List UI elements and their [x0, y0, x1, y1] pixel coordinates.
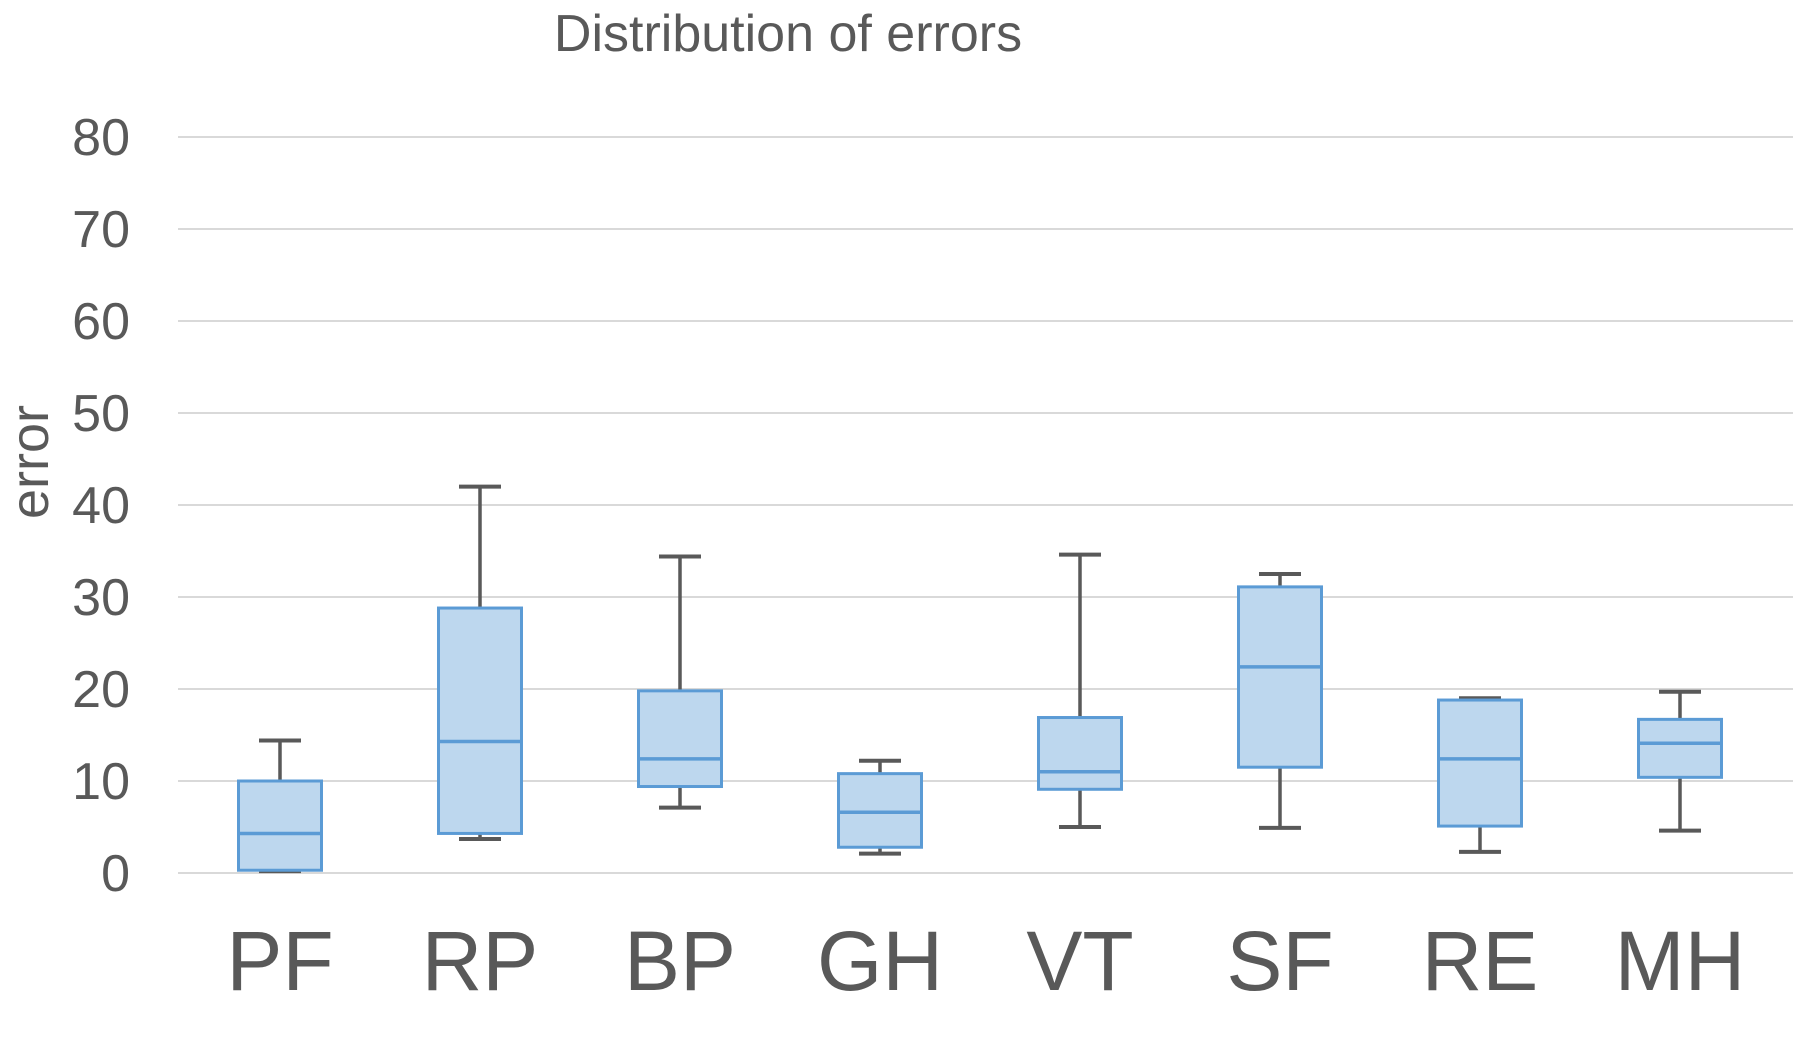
x-category-label-PF: PF	[226, 914, 333, 1008]
box-group-RP	[437, 484, 523, 841]
box-group-SF	[1237, 572, 1323, 830]
box-RE	[1437, 698, 1523, 828]
box-SF	[1237, 585, 1323, 769]
x-category-label-MH: MH	[1615, 914, 1746, 1008]
y-tick-labels: 80 70 60 50 40 30 20 10 0	[72, 109, 130, 903]
x-category-label-SF: SF	[1226, 914, 1333, 1008]
y-tick-label-50: 50	[72, 385, 130, 443]
y-tick-label-70: 70	[72, 201, 130, 259]
x-category-label-RE: RE	[1422, 914, 1539, 1008]
y-tick-label-0: 0	[101, 845, 130, 903]
x-category-label-RP: RP	[422, 914, 539, 1008]
x-category-label-VT: VT	[1026, 914, 1133, 1008]
y-tick-label-20: 20	[72, 661, 130, 719]
box-VT	[1037, 716, 1123, 791]
y-tick-label-80: 80	[72, 109, 130, 167]
x-category-label-BP: BP	[624, 914, 736, 1008]
gridlines	[178, 136, 1793, 874]
x-category-label-GH: GH	[817, 914, 943, 1008]
box-group-MH	[1637, 689, 1723, 833]
box-MH	[1637, 717, 1723, 779]
x-category-labels: PF RP BP GH VT SF RE MH	[226, 914, 1745, 1008]
box-group-GH	[837, 758, 923, 856]
boxes	[237, 484, 1723, 874]
box-group-PF	[237, 738, 323, 874]
y-tick-label-30: 30	[72, 569, 130, 627]
y-tick-label-60: 60	[72, 293, 130, 351]
y-tick-label-10: 10	[72, 753, 130, 811]
box-BP	[637, 689, 723, 789]
box-group-VT	[1037, 552, 1123, 829]
box-PF	[237, 779, 323, 872]
y-axis-title: error	[0, 404, 60, 520]
box-group-RE	[1437, 696, 1523, 854]
box-group-BP	[637, 554, 723, 810]
box-GH	[837, 772, 923, 849]
chart-title: Distribution of errors	[553, 5, 1023, 63]
y-tick-label-40: 40	[72, 477, 130, 535]
box-RP	[437, 606, 523, 835]
